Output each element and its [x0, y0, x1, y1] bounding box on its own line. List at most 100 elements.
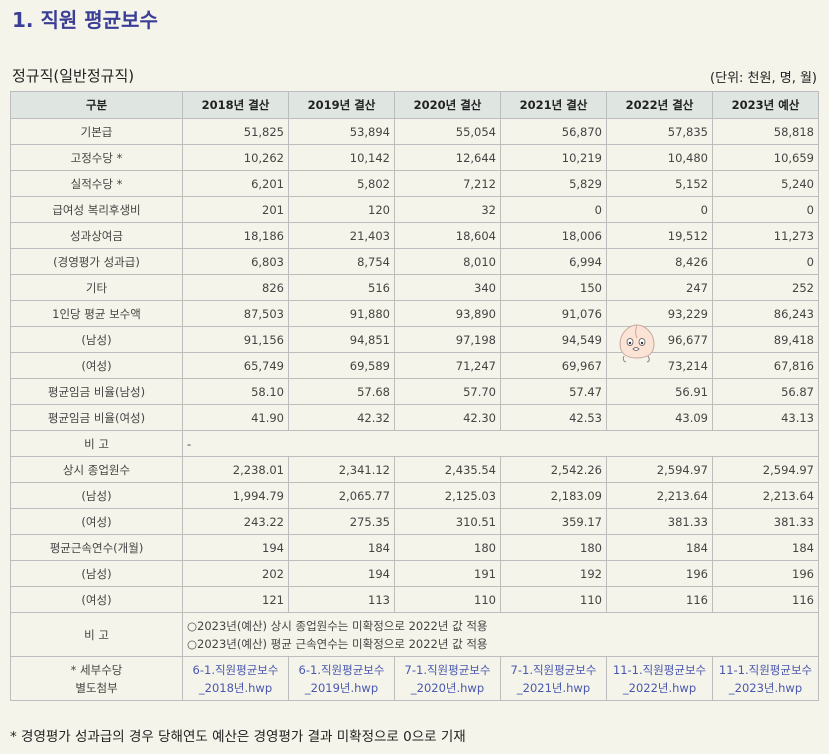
value-cell: 32	[394, 196, 501, 223]
value-cell: 18,604	[394, 222, 501, 249]
value-cell: 69,967	[500, 352, 607, 379]
row-label: (남성)	[10, 326, 183, 353]
table-row: 1인당 평균 보수액 87,503 91,880 93,890 91,076 93,229…	[10, 300, 819, 327]
table-row: (남성) 91,156 94,851 97,198 94,549 96,677 89,418	[10, 326, 819, 353]
row-label: 기본급	[10, 118, 183, 145]
value-cell: 2,125.03	[394, 482, 501, 509]
row-label: 평균근속연수(개월)	[10, 534, 183, 561]
row-label: 성과상여금	[10, 222, 183, 249]
value-cell: 93,890	[394, 300, 501, 327]
value-cell: 113	[288, 586, 395, 613]
value-cell: 120	[288, 196, 395, 223]
value-cell: 192	[500, 560, 607, 587]
table-row: 평균임금 비율(여성) 41.90 42.32 42.30 42.53 43.09 43.1…	[10, 404, 819, 431]
table-row: (여성) 121 113 110 110 116 116	[10, 586, 819, 613]
row-label: 상시 종업원수	[10, 456, 183, 483]
value-cell: 10,219	[500, 144, 607, 171]
table-row: (경영평가 성과급) 6,803 8,754 8,010 6,994 8,426 0	[10, 248, 819, 275]
value-cell: 41.90	[182, 404, 289, 431]
row-label: (여성)	[10, 586, 183, 613]
value-cell: 184	[288, 534, 395, 561]
value-cell: 94,549	[500, 326, 607, 353]
value-cell: 5,240	[712, 170, 819, 197]
value-cell: 91,076	[500, 300, 607, 327]
note-row-1: 비 고 -	[10, 430, 819, 457]
value-cell: 43.09	[606, 404, 713, 431]
salary-table: 구분 2018년 결산 2019년 결산 2020년 결산 2021년 결산 2…	[10, 91, 819, 701]
value-cell: 8,754	[288, 248, 395, 275]
value-cell: 10,142	[288, 144, 395, 171]
value-cell: 42.30	[394, 404, 501, 431]
value-cell: 0	[712, 196, 819, 223]
value-cell: 87,503	[182, 300, 289, 327]
row-label: 급여성 복리후생비	[10, 196, 183, 223]
value-cell: 116	[606, 586, 713, 613]
note-text: ○2023년(예산) 상시 종업원수는 미확정으로 2022년 값 적용 ○20…	[182, 612, 819, 657]
value-cell: 89,418	[712, 326, 819, 353]
attachment-link-2019[interactable]: 6-1.직원평균보수 _2019년.hwp	[298, 662, 385, 695]
value-cell: 86,243	[712, 300, 819, 327]
table-row: 평균임금 비율(남성) 58.10 57.68 57.70 57.47 56.91 56.8…	[10, 378, 819, 405]
value-cell: 55,054	[394, 118, 501, 145]
table-row: 실적수당 * 6,201 5,802 7,212 5,829 5,152 5,240	[10, 170, 819, 197]
value-cell: 191	[394, 560, 501, 587]
attachment-link-2022[interactable]: 11-1.직원평균보수 _2022년.hwp	[612, 662, 707, 695]
attachment-cell: 6-1.직원평균보수 _2018년.hwp	[182, 656, 289, 701]
table-header-row: 구분 2018년 결산 2019년 결산 2020년 결산 2021년 결산 2…	[10, 91, 819, 119]
value-cell: 18,006	[500, 222, 607, 249]
value-cell: 43.13	[712, 404, 819, 431]
page-title: 1. 직원 평균보수	[12, 8, 158, 32]
value-cell: 180	[500, 534, 607, 561]
value-cell: 10,480	[606, 144, 713, 171]
value-cell: 202	[182, 560, 289, 587]
table-row: 기본급 51,825 53,894 55,054 56,870 57,835 58,818	[10, 118, 819, 145]
value-cell: 359.17	[500, 508, 607, 535]
attachment-label-line-2: 별도첨부	[75, 680, 118, 695]
value-cell: 2,341.12	[288, 456, 395, 483]
value-cell: 110	[394, 586, 501, 613]
value-cell: 5,802	[288, 170, 395, 197]
value-cell: 2,065.77	[288, 482, 395, 509]
value-cell: 19,512	[606, 222, 713, 249]
value-cell: 94,851	[288, 326, 395, 353]
attachment-link-2018[interactable]: 6-1.직원평균보수 _2018년.hwp	[192, 662, 279, 695]
value-cell: 2,435.54	[394, 456, 501, 483]
value-cell: 8,010	[394, 248, 501, 275]
note-label: 비 고	[10, 430, 183, 457]
table-row: (남성) 1,994.79 2,065.77 2,125.03 2,183.09 2,21…	[10, 482, 819, 509]
attachment-link-2021[interactable]: 7-1.직원평균보수 _2021년.hwp	[510, 662, 597, 695]
value-cell: 51,825	[182, 118, 289, 145]
row-label: (여성)	[10, 352, 183, 379]
value-cell: 0	[606, 196, 713, 223]
value-cell: 247	[606, 274, 713, 301]
value-cell: 6,803	[182, 248, 289, 275]
table-row: (남성) 202 194 191 192 196 196	[10, 560, 819, 587]
row-label: (남성)	[10, 560, 183, 587]
attachment-row: * 세부수당 별도첨부 6-1.직원평균보수 _2018년.hwp 6-1.직원평…	[10, 656, 819, 701]
table-row: (여성) 243.22 275.35 310.51 359.17 381.33 381.33	[10, 508, 819, 535]
value-cell: 65,749	[182, 352, 289, 379]
value-cell: 180	[394, 534, 501, 561]
value-cell: 196	[712, 560, 819, 587]
value-cell: 110	[500, 586, 607, 613]
value-cell: 381.33	[606, 508, 713, 535]
row-label: (여성)	[10, 508, 183, 535]
row-label: 고정수당 *	[10, 144, 183, 171]
value-cell: 516	[288, 274, 395, 301]
value-cell: 0	[712, 248, 819, 275]
value-cell: 12,644	[394, 144, 501, 171]
value-cell: 381.33	[712, 508, 819, 535]
value-cell: 11,273	[712, 222, 819, 249]
header-2020: 2020년 결산	[394, 91, 501, 119]
value-cell: 53,894	[288, 118, 395, 145]
value-cell: 58,818	[712, 118, 819, 145]
value-cell: 91,156	[182, 326, 289, 353]
value-cell: 121	[182, 586, 289, 613]
value-cell: 310.51	[394, 508, 501, 535]
attachment-link-2023[interactable]: 11-1.직원평균보수 _2023년.hwp	[718, 662, 813, 695]
value-cell: 184	[712, 534, 819, 561]
attachment-link-2020[interactable]: 7-1.직원평균보수 _2020년.hwp	[404, 662, 491, 695]
value-cell: 340	[394, 274, 501, 301]
row-label: 실적수당 *	[10, 170, 183, 197]
header-2019: 2019년 결산	[288, 91, 395, 119]
